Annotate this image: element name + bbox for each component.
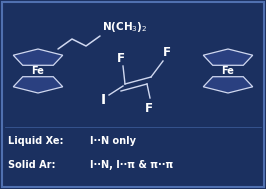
Text: Solid Ar:: Solid Ar: [8,160,56,170]
Polygon shape [13,77,63,93]
Text: F: F [117,51,125,64]
Polygon shape [13,49,63,65]
Text: Fe: Fe [32,66,44,76]
Polygon shape [203,77,253,93]
Text: I··N only: I··N only [90,136,136,146]
Text: I: I [101,93,106,107]
Text: Fe: Fe [222,66,234,76]
Text: I··N, I··π & π··π: I··N, I··π & π··π [90,160,173,170]
Text: Liquid Xe:: Liquid Xe: [8,136,64,146]
Polygon shape [203,49,253,65]
Text: F: F [145,101,153,115]
Text: N(CH$_3$)$_2$: N(CH$_3$)$_2$ [102,20,147,34]
Text: F: F [163,46,171,60]
